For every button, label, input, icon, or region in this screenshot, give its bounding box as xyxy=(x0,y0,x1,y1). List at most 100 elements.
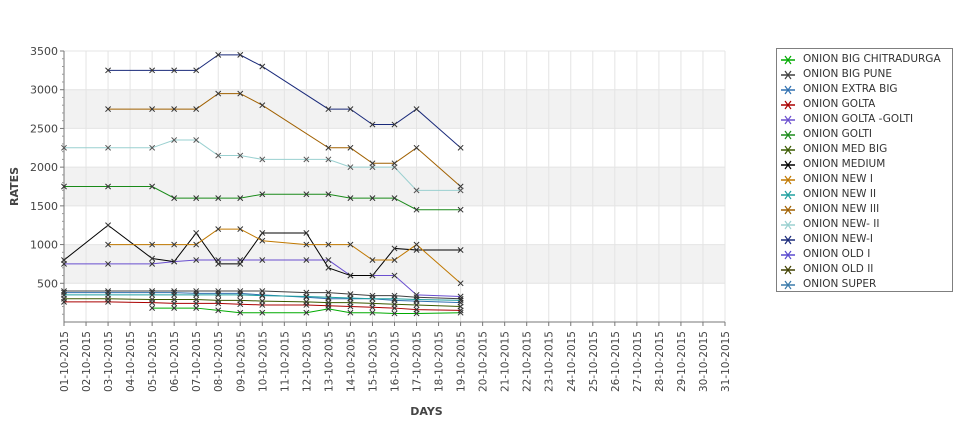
x-tick-label: 17-10-2015 xyxy=(412,331,424,392)
data-point xyxy=(325,289,332,296)
x-tick-label: 22-10-2015 xyxy=(522,331,534,392)
data-point xyxy=(259,230,266,236)
data-point xyxy=(347,295,354,301)
data-point xyxy=(149,183,156,190)
x-tick-label: 30-10-2015 xyxy=(698,331,710,392)
data-point xyxy=(149,260,156,267)
legend-marker-icon xyxy=(781,158,795,172)
x-tick-label: 13-10-2015 xyxy=(323,331,335,392)
data-point xyxy=(303,230,310,236)
data-point xyxy=(259,102,266,109)
data-point xyxy=(391,257,398,264)
y-tick-label: 2500 xyxy=(30,122,58,135)
data-point xyxy=(347,272,354,279)
data-point xyxy=(391,245,398,252)
data-point xyxy=(259,156,266,163)
legend-label: ONION OLD I xyxy=(803,248,871,260)
data-point xyxy=(369,257,376,264)
data-point xyxy=(369,272,376,279)
data-point xyxy=(325,257,332,264)
data-point xyxy=(413,206,420,213)
data-point xyxy=(259,291,266,298)
data-point xyxy=(171,67,178,74)
data-point xyxy=(457,247,464,253)
x-tick-label: 24-10-2015 xyxy=(566,331,578,392)
data-point xyxy=(325,191,332,198)
data-point xyxy=(347,195,354,202)
x-tick-label: 05-10-2015 xyxy=(147,331,159,392)
data-point xyxy=(369,195,376,202)
data-point xyxy=(193,296,200,303)
data-point xyxy=(193,230,200,236)
x-tick-label: 20-10-2015 xyxy=(478,331,490,392)
data-point xyxy=(325,294,332,301)
legend-label: ONION MEDIUM xyxy=(803,158,886,170)
legend-item: ONION NEW I xyxy=(781,172,952,187)
data-point xyxy=(391,295,398,302)
data-point xyxy=(259,298,266,305)
x-tick-label: 15-10-2015 xyxy=(367,331,379,392)
data-point xyxy=(105,289,112,296)
x-tick-label: 27-10-2015 xyxy=(632,331,644,392)
data-point xyxy=(303,309,310,316)
data-point xyxy=(325,156,332,163)
data-point xyxy=(105,144,112,151)
x-tick-label: 01-10-2015 xyxy=(59,331,71,392)
data-point xyxy=(171,291,178,298)
data-point xyxy=(171,296,178,303)
data-point xyxy=(391,121,398,128)
data-point xyxy=(259,237,266,244)
data-point xyxy=(193,305,200,312)
data-point xyxy=(215,260,222,267)
data-point xyxy=(457,144,464,151)
data-point xyxy=(237,309,244,316)
x-axis-title: DAYS xyxy=(410,405,443,418)
data-point xyxy=(171,195,178,202)
x-tick-label: 19-10-2015 xyxy=(456,331,468,392)
data-point xyxy=(237,195,244,202)
x-tick-label: 14-10-2015 xyxy=(345,331,357,392)
data-point xyxy=(347,164,354,171)
legend-label: ONION NEW II xyxy=(803,188,877,200)
data-point xyxy=(413,296,420,303)
data-point xyxy=(457,303,464,310)
legend-marker-icon xyxy=(781,218,795,232)
data-point xyxy=(413,106,420,113)
x-tick-label: 10-10-2015 xyxy=(257,331,269,392)
legend-label: ONION GOLTA xyxy=(803,98,876,110)
legend-marker-icon xyxy=(781,278,795,292)
y-tick-label: 2000 xyxy=(30,161,58,174)
data-point xyxy=(215,51,222,58)
data-point xyxy=(347,299,354,306)
legend-item: ONION GOLTA -GOLTI xyxy=(781,112,952,127)
y-tick-label: 3500 xyxy=(30,45,58,58)
legend-marker-icon xyxy=(781,68,795,82)
data-point xyxy=(259,257,266,264)
data-point xyxy=(149,296,156,303)
legend-marker-icon xyxy=(781,83,795,97)
legend-item: ONION OLD II xyxy=(781,262,952,277)
data-point xyxy=(259,309,266,316)
data-point xyxy=(259,292,266,299)
data-point xyxy=(193,291,200,298)
data-point xyxy=(413,302,420,308)
x-tick-label: 25-10-2015 xyxy=(588,331,600,392)
data-point xyxy=(149,241,156,248)
data-point xyxy=(413,144,420,151)
data-point xyxy=(347,241,354,248)
legend-item: ONION EXTRA BIG xyxy=(781,82,952,97)
data-point xyxy=(171,137,178,143)
data-point xyxy=(325,241,332,248)
x-tick-label: 28-10-2015 xyxy=(654,331,666,392)
data-point xyxy=(325,144,332,151)
legend-marker-icon xyxy=(781,128,795,142)
data-point xyxy=(259,63,266,70)
series-line-8 xyxy=(108,228,461,284)
data-point xyxy=(391,164,398,171)
legend-marker-icon xyxy=(781,233,795,247)
x-tick-label: 18-10-2015 xyxy=(434,331,446,392)
x-tick-label: 07-10-2015 xyxy=(191,331,203,392)
data-point xyxy=(369,300,376,307)
data-point xyxy=(215,90,222,97)
legend-item: ONION NEW- II xyxy=(781,217,952,232)
